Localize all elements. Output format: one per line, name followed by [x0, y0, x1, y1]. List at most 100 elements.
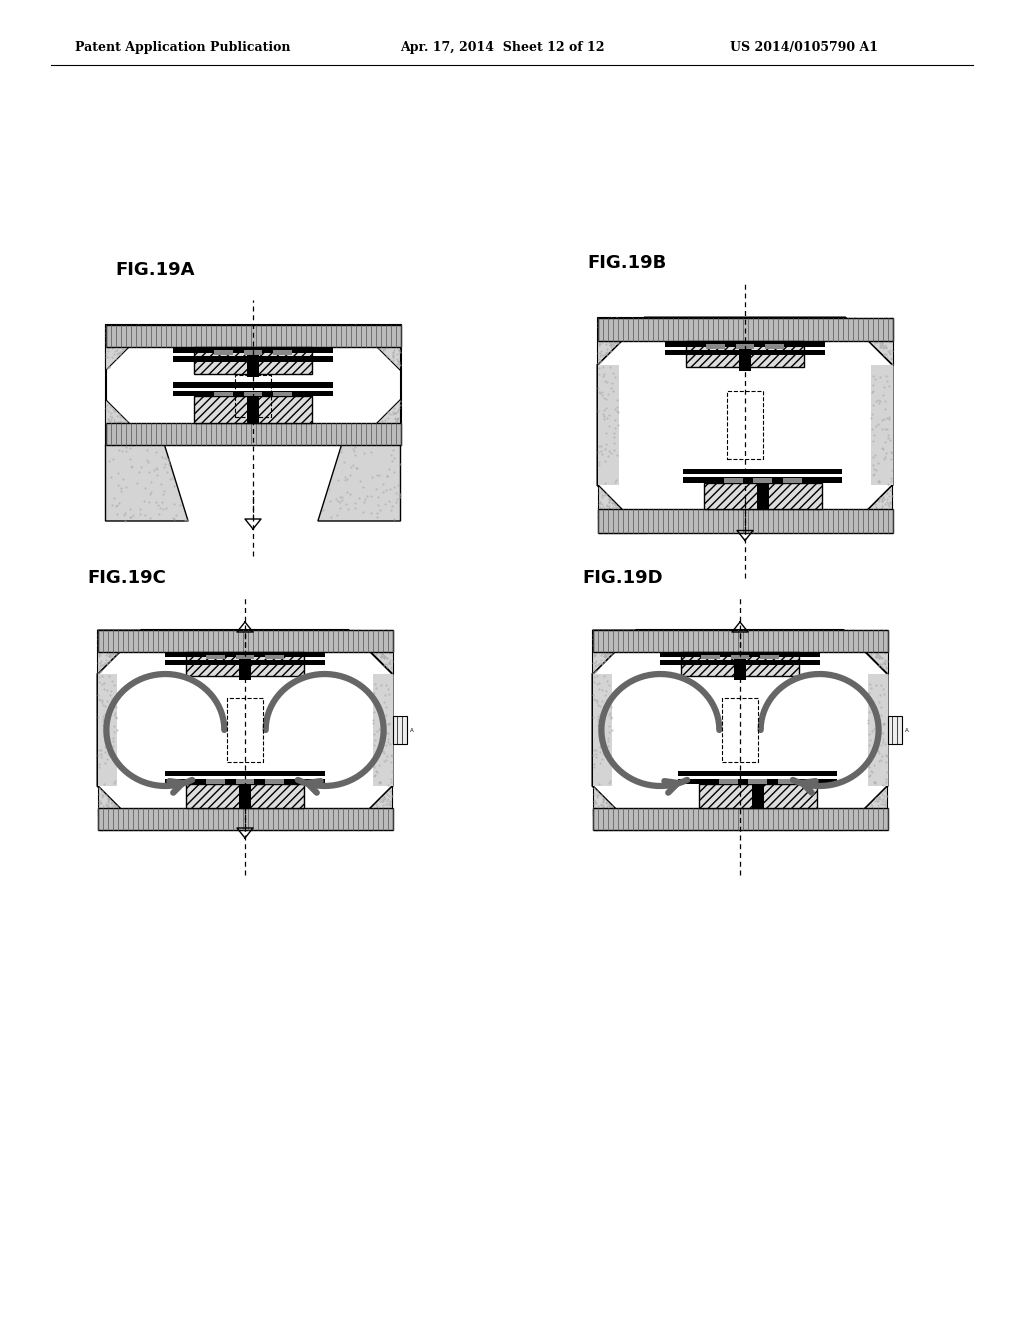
Bar [683, 477, 843, 483]
Bar [214, 392, 232, 396]
Bar [236, 779, 254, 784]
Bar [165, 771, 325, 776]
Bar [593, 630, 888, 652]
Bar [173, 391, 333, 396]
Bar [239, 780, 251, 808]
Bar [757, 479, 769, 508]
Bar [735, 345, 755, 350]
Polygon shape [355, 325, 400, 371]
Bar [265, 655, 284, 660]
Text: FIG.19A: FIG.19A [116, 261, 195, 279]
Bar [105, 422, 400, 445]
Bar [871, 364, 893, 486]
Bar [707, 345, 725, 350]
Polygon shape [844, 630, 888, 675]
Bar [782, 478, 802, 483]
Bar [754, 478, 772, 483]
Polygon shape [97, 630, 141, 675]
Polygon shape [845, 486, 893, 532]
Bar [236, 655, 254, 660]
Bar [730, 655, 750, 660]
Bar [206, 779, 225, 784]
Polygon shape [105, 400, 152, 445]
Bar [247, 347, 259, 378]
Bar [597, 508, 893, 532]
Bar [239, 652, 251, 680]
Polygon shape [105, 445, 188, 521]
Bar [97, 630, 392, 652]
Bar [678, 779, 838, 784]
Polygon shape [845, 318, 893, 364]
Bar [105, 325, 400, 347]
Bar [373, 675, 392, 785]
Bar [227, 698, 263, 762]
Bar [752, 780, 764, 808]
Bar [186, 652, 304, 676]
Bar [678, 771, 838, 776]
Bar [683, 469, 843, 474]
Bar [244, 350, 262, 355]
Bar [686, 341, 804, 367]
Polygon shape [597, 318, 893, 532]
Bar [194, 347, 312, 374]
Bar [593, 675, 612, 785]
Bar [97, 675, 118, 785]
Bar [760, 655, 779, 660]
Bar [749, 779, 767, 784]
Bar [739, 341, 751, 371]
Bar [888, 715, 902, 744]
Polygon shape [597, 486, 645, 532]
Text: FIG.19D: FIG.19D [583, 569, 664, 587]
Bar [660, 652, 819, 657]
Bar [597, 318, 893, 341]
Bar [681, 652, 799, 676]
Bar [867, 675, 888, 785]
Polygon shape [844, 785, 888, 830]
Bar [97, 808, 392, 830]
Bar [724, 478, 742, 483]
Bar [273, 350, 292, 355]
Bar [105, 325, 400, 445]
Text: A: A [411, 727, 414, 733]
Bar [666, 350, 824, 355]
Polygon shape [597, 318, 645, 364]
Text: US 2014/0105790 A1: US 2014/0105790 A1 [730, 41, 878, 54]
Bar [173, 347, 333, 352]
Polygon shape [97, 785, 141, 830]
Bar [719, 779, 737, 784]
Bar [722, 698, 758, 762]
Text: Apr. 17, 2014  Sheet 12 of 12: Apr. 17, 2014 Sheet 12 of 12 [400, 41, 604, 54]
Text: A: A [905, 727, 909, 733]
Bar [247, 392, 259, 422]
Bar [165, 660, 325, 665]
Text: FIG.19C: FIG.19C [87, 569, 166, 587]
Bar [236, 375, 270, 417]
Polygon shape [97, 630, 392, 830]
Bar [214, 350, 232, 355]
Bar [734, 652, 745, 680]
Polygon shape [105, 325, 152, 371]
Bar [666, 341, 824, 347]
Bar [194, 396, 312, 422]
Bar [244, 392, 262, 396]
Bar [765, 345, 784, 350]
Bar [660, 660, 819, 665]
Bar [701, 655, 720, 660]
Bar [698, 784, 817, 808]
Bar [165, 779, 325, 784]
Polygon shape [317, 445, 400, 521]
Bar [173, 381, 333, 388]
Bar [173, 355, 333, 362]
Polygon shape [348, 785, 392, 830]
Bar [186, 784, 304, 808]
Polygon shape [593, 630, 637, 675]
Bar [206, 655, 225, 660]
Bar [593, 808, 888, 830]
Polygon shape [348, 630, 392, 675]
Text: Patent Application Publication: Patent Application Publication [75, 41, 291, 54]
Bar [597, 364, 618, 486]
Polygon shape [593, 630, 888, 830]
Text: FIG.19B: FIG.19B [588, 253, 667, 272]
Bar [265, 779, 284, 784]
Bar [392, 715, 408, 744]
